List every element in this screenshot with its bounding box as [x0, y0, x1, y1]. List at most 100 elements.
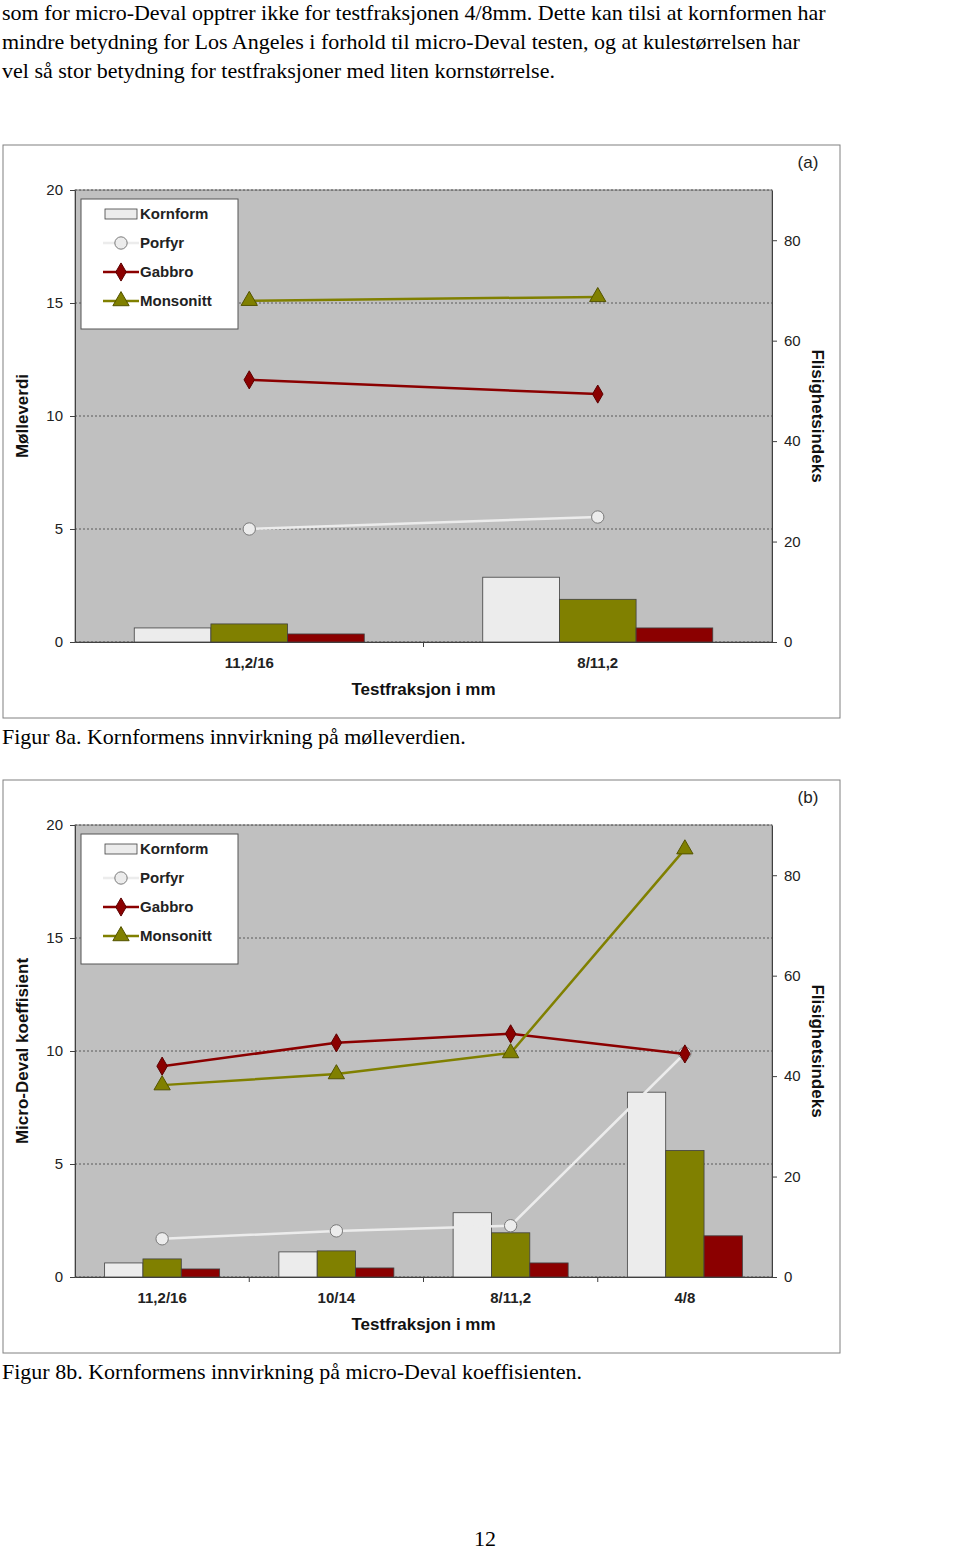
y2-tick-mark	[772, 642, 777, 643]
legend-label: Monsonitt	[140, 292, 212, 309]
y-axis-line	[75, 826, 76, 1278]
y-tick: 10	[46, 407, 75, 424]
legend-marker	[113, 292, 129, 306]
x-separator	[423, 642, 424, 647]
bar	[317, 1251, 355, 1277]
marker	[156, 1233, 168, 1245]
marks	[134, 287, 713, 642]
x-tick: 8/11,2	[490, 1289, 531, 1306]
marker	[505, 1025, 515, 1043]
series-line	[162, 1034, 685, 1066]
legend-marker	[113, 927, 129, 941]
marker	[154, 1076, 170, 1090]
y2-axis: 020406080	[772, 826, 801, 1286]
legend: KornformPorfyrGabbroMonsonitt	[81, 834, 238, 964]
x-axis-title: Testfraksjon i mm	[351, 680, 495, 699]
y-tick: 5	[55, 1155, 75, 1172]
y2-axis-line	[772, 191, 773, 643]
y-tick: 5	[55, 520, 75, 537]
chart-frame	[3, 780, 840, 1353]
bar	[288, 634, 365, 642]
page: som for micro-Deval opptrer ikke for tes…	[0, 0, 960, 1552]
bar	[181, 1269, 219, 1277]
marker	[677, 840, 693, 854]
y-tick: 0	[55, 633, 75, 650]
series-line	[249, 517, 598, 529]
y-axis-title: Micro-Deval koeffisient	[13, 958, 32, 1144]
bar	[105, 1263, 143, 1277]
body-text-line: som for micro-Deval opptrer ikke for tes…	[2, 0, 826, 25]
y-axis: 05101520	[46, 181, 75, 650]
x-separator	[423, 1277, 424, 1282]
series-line	[162, 849, 685, 1085]
y-tick: 0	[55, 1268, 75, 1285]
y2-tick: 40	[772, 1067, 801, 1084]
y-tick: 15	[46, 929, 75, 946]
bar	[143, 1259, 181, 1277]
x-tick-label: 8/11,2	[577, 654, 618, 671]
legend-label: Kornform	[140, 840, 208, 857]
y-tick-mark	[70, 1051, 75, 1052]
legend-marker	[116, 898, 126, 916]
grid-line	[75, 190, 772, 191]
y-tick-label: 15	[46, 929, 63, 946]
legend-swatch	[105, 209, 137, 219]
page-number: 12	[474, 1526, 496, 1551]
y-tick: 20	[46, 816, 75, 833]
y2-tick-label: 80	[784, 867, 801, 884]
marker	[592, 511, 604, 523]
y2-tick-label: 0	[784, 633, 792, 650]
plot-area	[75, 825, 772, 1277]
bar	[279, 1252, 317, 1277]
legend: KornformPorfyrGabbroMonsonitt	[81, 199, 238, 329]
y2-tick: 80	[772, 232, 801, 249]
y2-tick-mark	[772, 875, 777, 876]
y-tick-label: 5	[55, 1155, 63, 1172]
y-tick-mark	[70, 1164, 75, 1165]
bar	[530, 1263, 568, 1277]
y-tick-mark	[70, 642, 75, 643]
figure-caption: Figur 8b. Kornformens innvirkning på mic…	[2, 1359, 582, 1384]
bar	[483, 577, 560, 642]
x-axis: 11,2/16 8/11,2	[76, 643, 773, 671]
marker	[502, 1044, 518, 1058]
y-tick-label: 15	[46, 294, 63, 311]
bar	[627, 1092, 665, 1277]
chart: 0510152002040608011,2/168/11,2KornformPo…	[3, 145, 840, 718]
y-tick-label: 20	[46, 816, 63, 833]
y2-tick-mark	[772, 441, 777, 442]
y2-tick: 60	[772, 332, 801, 349]
marker	[593, 385, 603, 403]
y2-tick-mark	[772, 240, 777, 241]
marker	[157, 1057, 167, 1075]
y2-axis: 020406080	[772, 191, 801, 651]
y2-tick-label: 20	[784, 533, 801, 550]
x-tick-label: 8/11,2	[490, 1289, 531, 1306]
x-tick-label: 11,2/16	[138, 1289, 187, 1306]
y-tick-label: 10	[46, 407, 63, 424]
x-tick: 10/14	[318, 1289, 356, 1306]
y-tick-mark	[70, 529, 75, 530]
y2-tick-label: 60	[784, 967, 801, 984]
bar	[211, 624, 288, 642]
marker	[680, 1045, 690, 1063]
grid-line	[75, 825, 772, 826]
y2-tick-label: 40	[784, 1067, 801, 1084]
x-tick-label: 11,2/16	[225, 654, 274, 671]
y2-tick-mark	[772, 1277, 777, 1278]
panel-label: (b)	[798, 788, 819, 807]
marker	[241, 291, 257, 305]
y2-tick-mark	[772, 1177, 777, 1178]
chart: 0510152002040608011,2/1610/148/11,24/8Ko…	[3, 780, 840, 1353]
y-axis: 0 5 10 15 20	[46, 816, 75, 1285]
y2-tick-label: 0	[784, 1268, 792, 1285]
bar	[704, 1236, 742, 1277]
legend-label: Gabbro	[140, 898, 193, 915]
y-tick-label: 5	[55, 520, 63, 537]
y2-axis-line	[772, 826, 773, 1278]
y2-tick-label: 80	[784, 232, 801, 249]
grid-line	[75, 416, 772, 417]
y-tick-mark	[70, 1277, 75, 1278]
y-tick-label: 10	[46, 1042, 63, 1059]
y-tick-label: 0	[55, 1268, 63, 1285]
